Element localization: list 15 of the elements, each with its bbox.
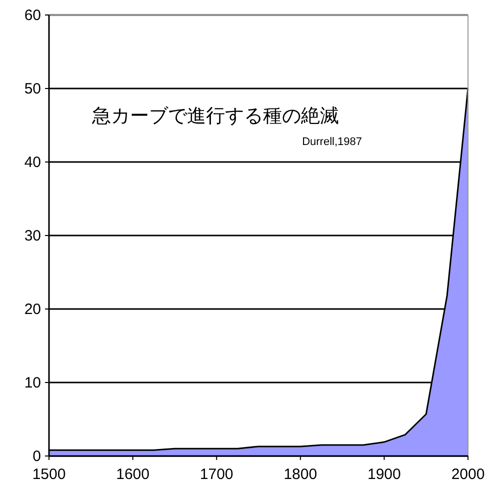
y-tick-label: 60 <box>24 7 41 24</box>
text: 急カーブで進行する種の絶滅 <box>91 106 339 127</box>
y-tick-label: 50 <box>24 80 41 98</box>
y-tick-label: 30 <box>24 228 41 244</box>
x-tick-label: 1900 <box>368 466 401 483</box>
x-tick-label: 1500 <box>32 466 66 483</box>
x-tick-label: 1800 <box>284 466 318 483</box>
y-tick-label: 40 <box>24 154 41 171</box>
y-tick-label: 0 <box>32 448 41 465</box>
y-tick-label: 10 <box>24 374 41 392</box>
y-tick-label: 20 <box>24 301 41 318</box>
x-tick-label: 1600 <box>116 466 150 483</box>
x-tick-label: 1700 <box>200 466 234 483</box>
x-tick-label: 2000 <box>451 466 485 483</box>
annotation: Durrell,1987 <box>302 136 362 148</box>
